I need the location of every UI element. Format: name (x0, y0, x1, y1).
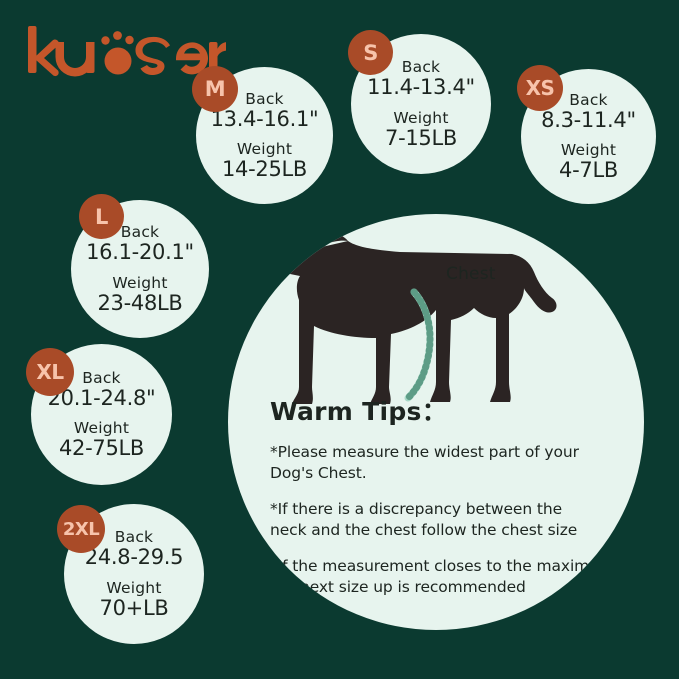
back-value: 11.4-13.4" (367, 75, 475, 100)
back-value: 20.1-24.8" (47, 385, 156, 410)
weight-label: Weight (560, 141, 617, 159)
back-value: 13.4-16.1" (210, 106, 319, 131)
size-badge-xl: XL (26, 348, 74, 396)
size-badge-l: L (79, 194, 124, 239)
back-value: 16.1-20.1" (86, 240, 194, 265)
warm-tip-item: *If the measurement closes to the maximu… (270, 556, 614, 596)
back-value: 8.3-11.4" (541, 107, 636, 132)
back-label: Back (569, 90, 608, 109)
size-badge-2xl: 2XL (57, 505, 105, 553)
weight-value: 14-25LB (221, 157, 308, 182)
size-badge-s: S (348, 30, 393, 75)
back-label: Back (82, 368, 121, 387)
size-badge-m: M (192, 66, 238, 112)
weight-value: 70+LB (99, 595, 169, 620)
back-label: Back (245, 89, 284, 108)
chest-label: Chest (446, 264, 496, 284)
main-illustration-circle: Chest Warm Tips： *Please measure the wid… (228, 214, 644, 630)
warm-tip-item: *Please measure the widest part of your … (270, 443, 579, 482)
weight-value: 4-7LB (559, 158, 618, 183)
back-value: 24.8-29.5 (84, 545, 184, 570)
weight-label: Weight (106, 578, 162, 597)
warm-tips-title: Warm Tips： (270, 397, 448, 426)
warm-tips-block: Warm Tips： *Please measure the widest pa… (270, 392, 630, 598)
weight-label: Weight (112, 273, 168, 292)
weight-value: 7-15LB (385, 125, 457, 150)
size-badge-xs: XS (517, 65, 563, 111)
back-label: Back (114, 528, 154, 547)
warm-tip-item: *If there is a discrepancy between the n… (270, 499, 578, 539)
weight-value: 42-75LB (58, 436, 145, 461)
kuoser-wordmark-icon (28, 26, 226, 77)
size-bubble-2xl: Back 24.8-29.5 Weight 70+LB (64, 504, 204, 644)
back-label: Back (120, 223, 160, 242)
size-bubble-m: Back 13.4-16.1" Weight 14-25LB (196, 67, 333, 204)
back-label: Back (401, 58, 441, 77)
size-bubble-s: Back 11.4-13.4" Weight 7-15LB (351, 34, 491, 174)
weight-value: 23-48LB (97, 290, 183, 315)
weight-label: Weight (236, 140, 293, 158)
weight-label: Weight (393, 108, 449, 127)
brand-logo (26, 24, 226, 80)
weight-label: Weight (73, 419, 130, 437)
size-bubble-xl: Back 20.1-24.8" Weight 42-75LB (31, 344, 172, 485)
